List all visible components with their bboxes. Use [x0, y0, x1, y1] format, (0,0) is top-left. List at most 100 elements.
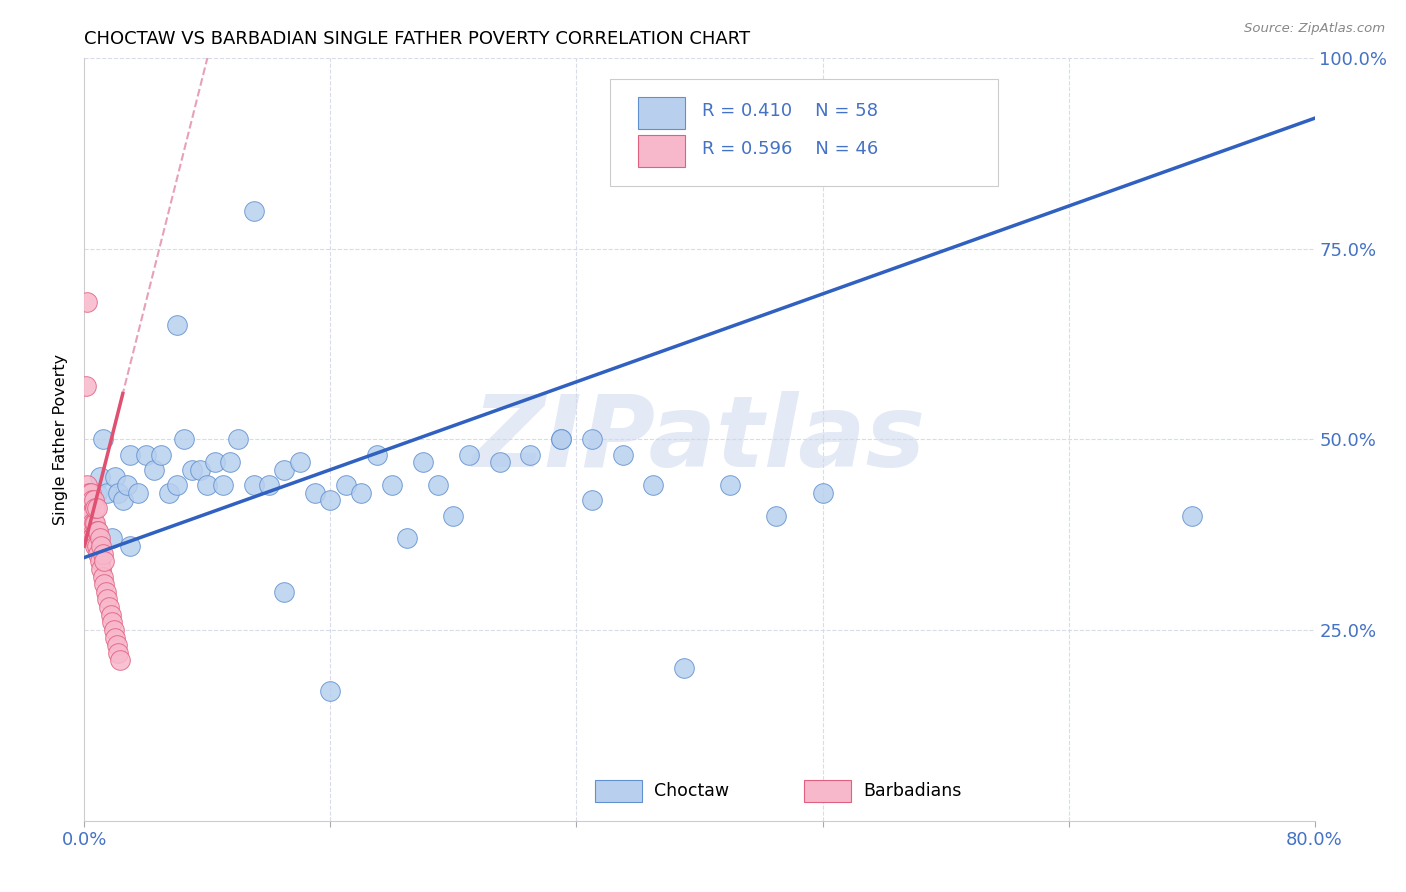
Point — [93, 577, 115, 591]
Point — [89, 554, 111, 568]
Point — [366, 448, 388, 462]
Point — [157, 485, 180, 500]
Point — [166, 478, 188, 492]
Text: Choctaw: Choctaw — [654, 782, 730, 800]
Point — [188, 463, 211, 477]
Point — [319, 493, 342, 508]
Point — [83, 532, 105, 546]
Point — [811, 485, 834, 500]
Point — [80, 532, 103, 546]
Point — [86, 539, 108, 553]
Text: Source: ZipAtlas.com: Source: ZipAtlas.com — [1244, 22, 1385, 36]
Point — [101, 615, 124, 630]
Point — [319, 684, 342, 698]
Point — [76, 295, 98, 310]
Point — [75, 379, 97, 393]
Point — [98, 600, 120, 615]
Point — [79, 485, 101, 500]
Point — [75, 524, 97, 538]
Point — [457, 448, 479, 462]
Point — [75, 508, 97, 523]
Point — [107, 646, 129, 660]
Point — [304, 485, 326, 500]
Point — [166, 318, 188, 332]
Point — [1181, 508, 1204, 523]
Point — [89, 532, 111, 546]
Point — [96, 485, 118, 500]
Point — [91, 547, 114, 561]
Point — [350, 485, 373, 500]
Point — [396, 532, 419, 546]
Point — [77, 485, 100, 500]
Point — [519, 448, 541, 462]
Point — [550, 433, 572, 447]
Text: ZIPatlas: ZIPatlas — [472, 391, 927, 488]
Point — [83, 516, 105, 531]
Point — [94, 585, 117, 599]
Point — [100, 607, 122, 622]
FancyBboxPatch shape — [595, 780, 641, 802]
Point — [443, 508, 465, 523]
Point — [84, 500, 107, 515]
Point — [91, 433, 114, 447]
Point — [581, 433, 603, 447]
Point — [76, 478, 98, 492]
Text: Barbadians: Barbadians — [863, 782, 962, 800]
Point — [242, 478, 264, 492]
Point — [242, 203, 264, 218]
Point — [76, 508, 98, 523]
Point — [104, 631, 127, 645]
Point — [91, 569, 114, 583]
Point — [93, 554, 115, 568]
FancyBboxPatch shape — [610, 78, 998, 186]
Text: R = 0.410    N = 58: R = 0.410 N = 58 — [702, 102, 877, 120]
Point — [103, 623, 125, 637]
Point — [135, 448, 157, 462]
Point — [150, 448, 173, 462]
Point — [427, 478, 450, 492]
Point — [219, 455, 242, 469]
Point — [86, 485, 108, 500]
Point — [111, 493, 134, 508]
FancyBboxPatch shape — [638, 135, 685, 167]
Point — [96, 592, 118, 607]
Point — [673, 661, 696, 675]
Point — [77, 508, 100, 523]
Point — [76, 524, 98, 538]
Point — [108, 653, 131, 667]
Point — [173, 433, 195, 447]
Point — [550, 433, 572, 447]
Point — [412, 455, 434, 469]
FancyBboxPatch shape — [804, 780, 851, 802]
Point — [335, 478, 357, 492]
Point — [273, 585, 295, 599]
Point — [643, 478, 665, 492]
Point — [90, 562, 112, 576]
Point — [488, 455, 510, 469]
Point — [83, 493, 105, 508]
FancyBboxPatch shape — [638, 97, 685, 129]
Point — [127, 485, 149, 500]
Point — [226, 433, 249, 447]
Point — [104, 470, 127, 484]
Point — [181, 463, 204, 477]
Point — [120, 539, 142, 553]
Point — [211, 478, 233, 492]
Point — [79, 508, 101, 523]
Point — [80, 516, 103, 531]
Point — [120, 448, 142, 462]
Point — [84, 516, 107, 531]
Point — [90, 539, 112, 553]
Point — [87, 547, 110, 561]
Point — [107, 485, 129, 500]
Text: R = 0.596    N = 46: R = 0.596 N = 46 — [702, 140, 879, 158]
Point — [84, 539, 107, 553]
Point — [117, 478, 139, 492]
Point — [288, 455, 311, 469]
Point — [75, 493, 97, 508]
Point — [718, 478, 741, 492]
Point — [197, 478, 219, 492]
Point — [581, 493, 603, 508]
Point — [257, 478, 280, 492]
Point — [79, 532, 101, 546]
